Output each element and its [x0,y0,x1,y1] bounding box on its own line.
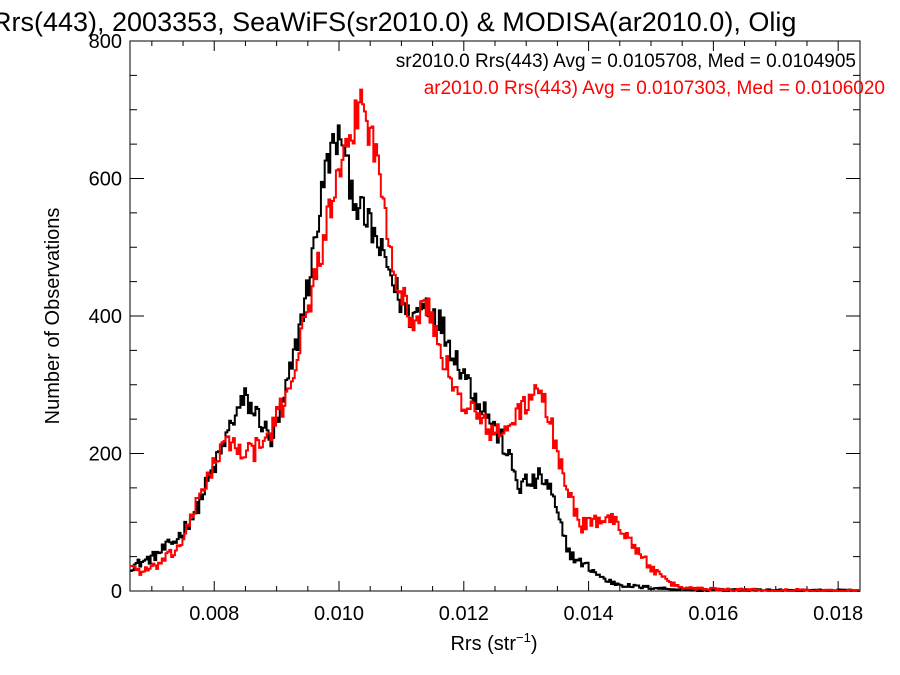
legend-entry-ar2010: ar2010.0 Rrs(443) Avg = 0.0107303, Med =… [424,78,885,99]
x-axis-label-close: ) [531,633,538,655]
y-tick-label: 400 [89,306,122,328]
x-axis-label-superscript: −1 [516,630,531,645]
tick-labels: 0.008 0.010 0.012 0.014 0.016 0.018 0 200 400 600… [89,31,864,625]
plot-frame [129,40,861,592]
x-tick-label: 0.012 [439,603,489,625]
x-tick-label: 0.014 [564,603,614,625]
x-axis-label-main: Rrs (str [450,633,516,655]
series-layer [130,88,860,592]
legend-entry-sr2010: sr2010.0 Rrs(443) Avg = 0.0105708, Med =… [396,51,856,72]
axis-ticks [130,40,860,592]
y-tick-label: 800 [89,31,122,53]
series-sr2010.0 [130,124,860,592]
chart-title: Rrs(443), 2003353, SeaWiFS(sr2010.0) & M… [0,7,796,37]
x-tick-label: 0.010 [314,603,364,625]
y-tick-label: 200 [89,444,122,466]
y-axis-label: Number of Observations [42,208,64,425]
x-tick-label: 0.008 [189,603,239,625]
x-tick-label: 0.018 [813,603,863,625]
y-tick-label: 0 [111,581,122,603]
x-axis-label: Rrs (str−1) [450,630,537,655]
x-tick-label: 0.016 [688,603,738,625]
series-ar2010.0 [130,88,860,592]
y-tick-label: 600 [89,169,122,191]
